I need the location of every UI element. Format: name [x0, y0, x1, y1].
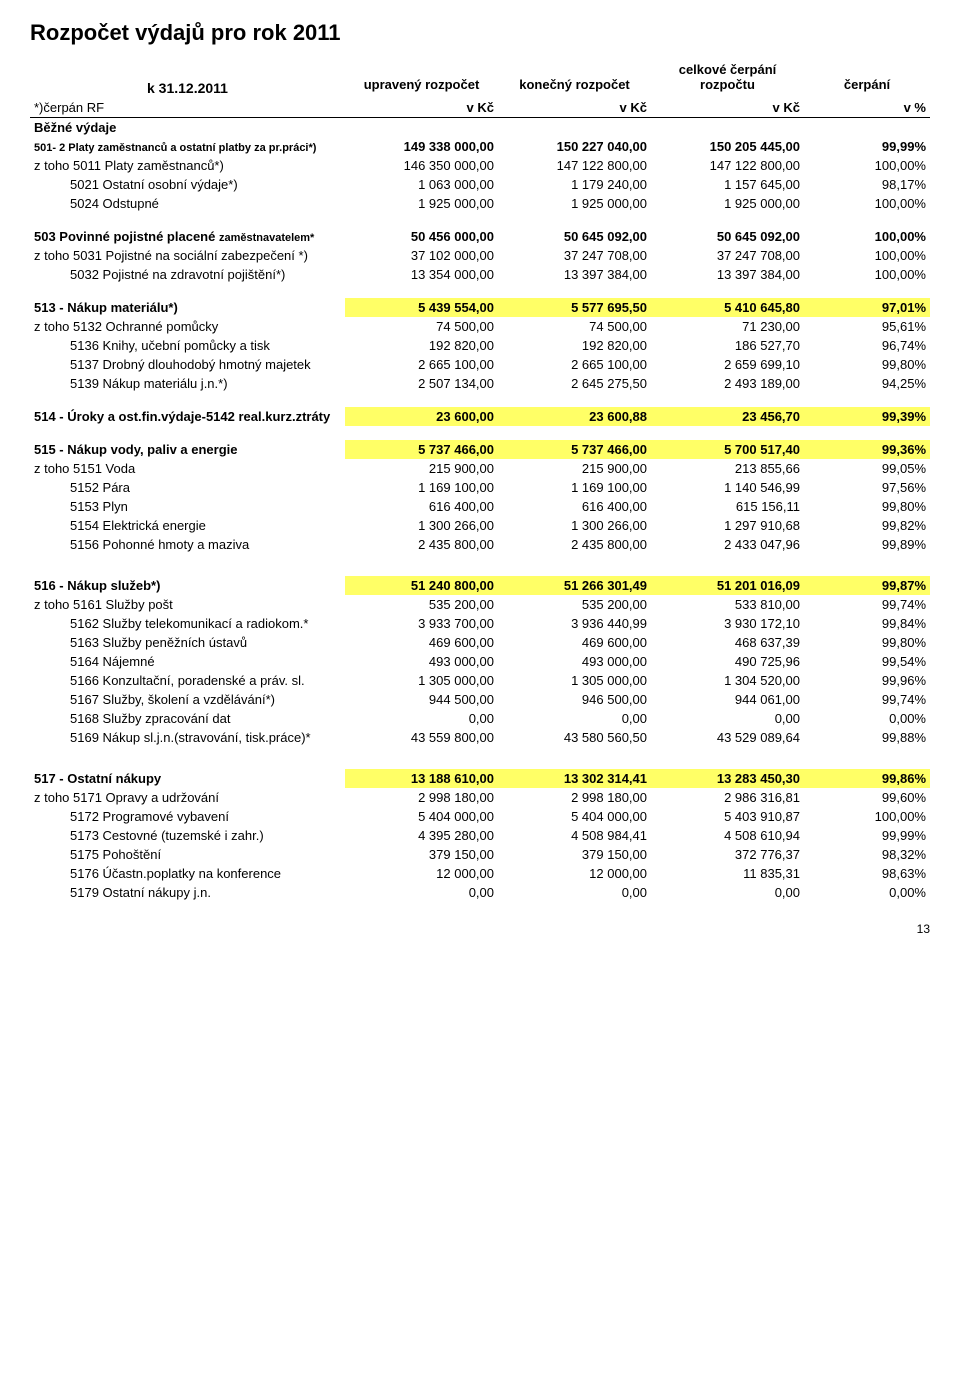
table-row-label: 5176 Účastn.poplatky na konference	[30, 864, 345, 883]
cerpan-rf-label: *)čerpán RF	[30, 98, 345, 118]
table-row-label: z toho 5132 Ochranné pomůcky	[30, 317, 345, 336]
bezne-vydaje: Běžné výdaje	[30, 118, 345, 138]
table-row-label: 5163 Služby peněžních ústavů	[30, 633, 345, 652]
col-header-1: konečný rozpočet	[498, 60, 651, 98]
page-title: Rozpočet výdajů pro rok 2011	[30, 20, 930, 46]
section-label: 515 - Nákup vody, paliv a energie	[30, 440, 345, 459]
table-row-label: 5032 Pojistné na zdravotní pojištění*)	[30, 265, 345, 284]
table-row-label: z toho 5011 Platy zaměstnanců*)	[30, 156, 345, 175]
table-row-label: 5153 Plyn	[30, 497, 345, 516]
table-row-label: 5162 Služby telekomunikací a radiokom.*	[30, 614, 345, 633]
table-row-label: 5166 Konzultační, poradenské a práv. sl.	[30, 671, 345, 690]
table-row-label: 5156 Pohonné hmoty a maziva	[30, 535, 345, 554]
section-514: 514 - Úroky a ost.fin.výdaje-5142 real.k…	[30, 407, 345, 426]
col-header-2: celkové čerpání rozpočtu	[651, 60, 804, 98]
col-header-0: upravený rozpočet	[345, 60, 498, 98]
budget-table: k 31.12.2011upravený rozpočetkonečný roz…	[30, 60, 930, 902]
section-501: 501- 2 Platy zaměstnanců a ostatní platb…	[30, 137, 345, 156]
table-row-label: 5175 Pohoštění	[30, 845, 345, 864]
col-header-3: čerpání	[804, 60, 930, 98]
table-row-label: 5154 Elektrická energie	[30, 516, 345, 535]
section-label: 513 - Nákup materiálu*)	[30, 298, 345, 317]
table-row-label: 5136 Knihy, učební pomůcky a tisk	[30, 336, 345, 355]
section-label: 516 - Nákup služeb*)	[30, 576, 345, 595]
table-row-label: 5164 Nájemné	[30, 652, 345, 671]
as-of-date: k 31.12.2011	[30, 60, 345, 98]
page-number: 13	[30, 922, 930, 936]
section-label: 517 - Ostatní nákupy	[30, 769, 345, 788]
table-row-label: z toho 5171 Opravy a udržování	[30, 788, 345, 807]
section-label: 503 Povinné pojistné placené zaměstnavat…	[30, 227, 345, 246]
table-row-label: 5169 Nákup sl.j.n.(stravování, tisk.prác…	[30, 728, 345, 747]
table-row-label: 5179 Ostatní nákupy j.n.	[30, 883, 345, 902]
table-row-label: 5152 Pára	[30, 478, 345, 497]
table-row-label: z toho 5031 Pojistné na sociální zabezpe…	[30, 246, 345, 265]
table-row-label: z toho 5151 Voda	[30, 459, 345, 478]
table-row-label: 5172 Programové vybavení	[30, 807, 345, 826]
table-row-label: 5168 Služby zpracování dat	[30, 709, 345, 728]
table-row-label: 5021 Ostatní osobní výdaje*)	[30, 175, 345, 194]
table-row-label: 5024 Odstupné	[30, 194, 345, 213]
table-row-label: 5167 Služby, školení a vzdělávání*)	[30, 690, 345, 709]
table-row-label: 5139 Nákup materiálu j.n.*)	[30, 374, 345, 393]
table-row-label: 5137 Drobný dlouhodobý hmotný majetek	[30, 355, 345, 374]
table-row-label: z toho 5161 Služby pošt	[30, 595, 345, 614]
table-row-label: 5173 Cestovné (tuzemské i zahr.)	[30, 826, 345, 845]
